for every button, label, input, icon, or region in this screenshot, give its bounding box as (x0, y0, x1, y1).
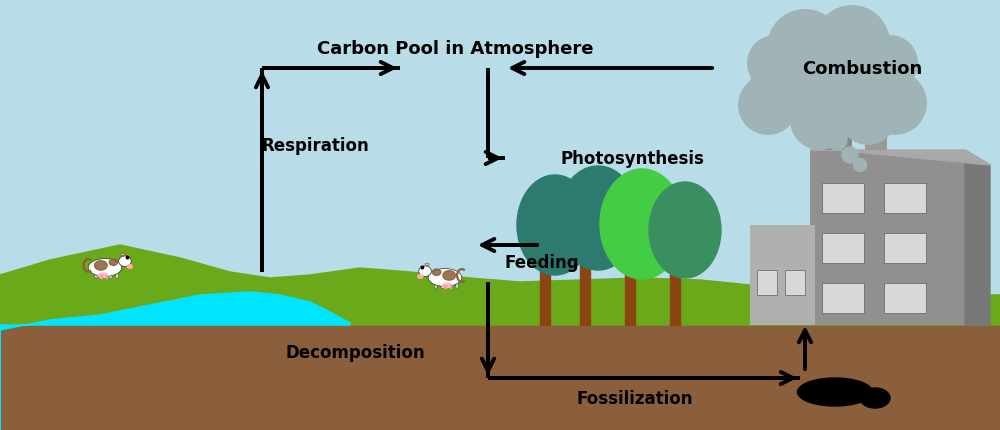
Ellipse shape (98, 273, 108, 278)
Circle shape (862, 36, 918, 92)
Circle shape (842, 147, 858, 164)
Circle shape (126, 257, 129, 259)
Circle shape (747, 36, 803, 92)
Ellipse shape (558, 166, 638, 270)
Text: Photosynthesis: Photosynthesis (560, 150, 704, 168)
Bar (580, 253, 590, 325)
Bar (444, 286, 446, 289)
Ellipse shape (88, 259, 122, 277)
Bar (116, 268, 118, 278)
Text: Combustion: Combustion (802, 60, 922, 78)
Bar (625, 261, 635, 325)
Bar (0, 325, 1000, 430)
Polygon shape (0, 246, 1000, 325)
Text: Fossilization: Fossilization (577, 389, 693, 407)
Ellipse shape (600, 169, 684, 280)
Bar (540, 258, 550, 325)
Bar (822, 283, 864, 313)
Bar (819, 84, 855, 91)
Circle shape (814, 6, 890, 82)
Text: Decomposition: Decomposition (285, 343, 425, 361)
Polygon shape (0, 292, 350, 430)
Bar (441, 278, 444, 289)
Bar (449, 278, 452, 289)
Bar (822, 86, 852, 150)
Circle shape (775, 31, 885, 141)
Ellipse shape (418, 275, 423, 279)
Bar (865, 106, 887, 150)
Bar (884, 233, 926, 264)
Circle shape (854, 159, 866, 172)
Bar (884, 283, 926, 313)
Ellipse shape (798, 378, 872, 406)
Bar (785, 270, 805, 295)
Ellipse shape (121, 253, 125, 256)
Ellipse shape (94, 261, 107, 270)
Bar (450, 286, 451, 289)
Circle shape (830, 39, 914, 123)
Bar (822, 184, 864, 214)
Bar (101, 268, 104, 278)
Circle shape (421, 267, 424, 269)
Ellipse shape (428, 269, 462, 287)
Bar (750, 225, 815, 325)
Circle shape (827, 131, 847, 150)
Text: Feeding: Feeding (505, 253, 580, 271)
Circle shape (840, 90, 896, 146)
Ellipse shape (432, 270, 441, 276)
Circle shape (790, 91, 850, 150)
Ellipse shape (860, 388, 890, 408)
Ellipse shape (649, 183, 721, 278)
Bar (106, 276, 107, 278)
Ellipse shape (442, 284, 452, 288)
Bar (822, 233, 864, 264)
Bar (670, 265, 680, 325)
Polygon shape (965, 150, 990, 325)
Text: Respiration: Respiration (261, 137, 369, 155)
Ellipse shape (109, 259, 118, 266)
Circle shape (863, 72, 927, 136)
Circle shape (738, 76, 798, 136)
Text: Carbon Pool in Atmosphere: Carbon Pool in Atmosphere (317, 40, 593, 58)
Ellipse shape (419, 266, 431, 277)
Circle shape (750, 48, 826, 124)
Polygon shape (810, 150, 990, 166)
Bar (456, 278, 458, 289)
Ellipse shape (517, 175, 593, 275)
Circle shape (767, 10, 843, 86)
Bar (94, 268, 97, 278)
Ellipse shape (127, 265, 132, 269)
Bar (810, 150, 965, 325)
Bar (109, 268, 112, 278)
Bar (100, 276, 102, 278)
Ellipse shape (425, 264, 429, 266)
Ellipse shape (443, 271, 456, 280)
Bar (434, 278, 437, 289)
Bar (884, 184, 926, 214)
Bar (757, 270, 777, 295)
Ellipse shape (119, 256, 131, 267)
Bar (863, 104, 889, 110)
